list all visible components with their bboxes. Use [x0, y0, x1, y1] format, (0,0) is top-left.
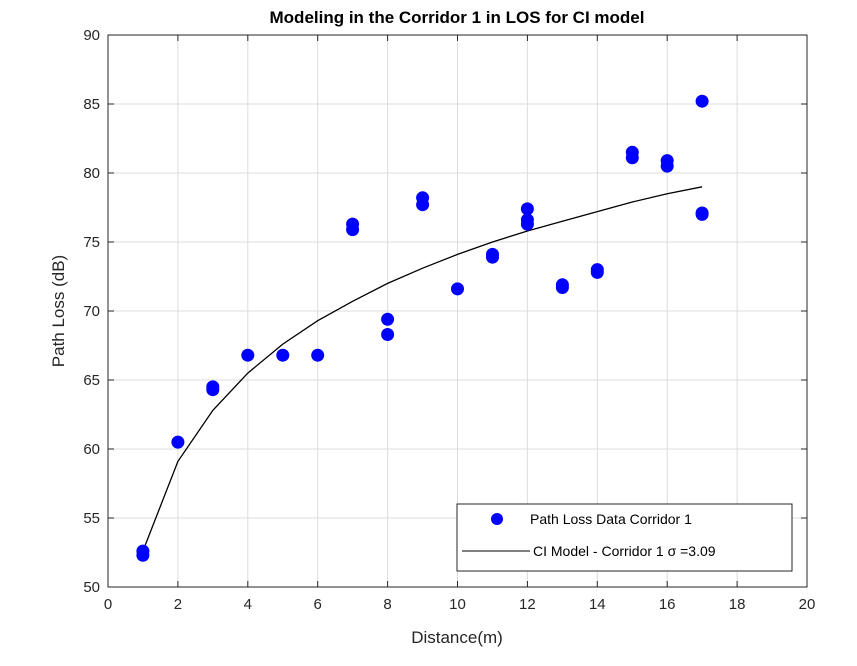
data-point — [695, 206, 709, 220]
y-tick-label: 50 — [83, 579, 100, 596]
data-point — [381, 328, 395, 341]
legend: Path Loss Data Corridor 1 CI Model - Cor… — [456, 503, 793, 572]
ci-model-line — [142, 186, 703, 552]
data-point — [625, 145, 639, 159]
plot-frame — [107, 34, 808, 588]
x-tick-label: 10 — [449, 596, 466, 613]
data-point — [520, 213, 534, 227]
x-tick-label: 18 — [729, 596, 746, 613]
y-tick-label: 80 — [83, 165, 100, 182]
data-point — [346, 217, 360, 231]
x-tick-label: 14 — [589, 596, 606, 613]
data-point — [241, 348, 255, 362]
model-line-layer — [142, 186, 703, 552]
data-point — [416, 191, 430, 205]
data-point — [311, 348, 325, 362]
data-point-layer — [136, 94, 709, 562]
x-tick-label: 16 — [659, 596, 676, 613]
y-tick-label: 60 — [83, 441, 100, 458]
x-tick-label: 0 — [104, 596, 112, 613]
data-point — [276, 348, 290, 362]
x-axis-label: Distance(m) — [411, 628, 503, 647]
data-point — [171, 435, 185, 449]
legend-box — [456, 503, 793, 572]
y-axis-label: Path Loss (dB) — [49, 255, 68, 367]
x-tick-label: 20 — [799, 596, 816, 613]
data-point — [381, 312, 395, 326]
x-tick-label: 12 — [519, 596, 536, 613]
data-point — [206, 380, 220, 394]
data-point — [695, 94, 709, 108]
x-tick-label: 8 — [383, 596, 391, 613]
x-tick-labels: 0 2 4 6 8 10 12 14 16 18 20 — [104, 596, 816, 613]
y-tick-label: 75 — [83, 234, 100, 251]
x-tick-label: 4 — [244, 596, 252, 613]
y-tick-label: 55 — [83, 510, 100, 527]
data-point — [590, 263, 604, 277]
y-tick-label: 90 — [83, 27, 100, 44]
legend-label-data: Path Loss Data Corridor 1 — [530, 511, 692, 527]
x-tick-label: 6 — [314, 596, 322, 613]
data-point — [520, 202, 534, 216]
x-tick-label: 2 — [174, 596, 182, 613]
y-tick-label: 70 — [83, 303, 100, 320]
data-point — [486, 247, 499, 261]
chart-title: Modeling in the Corridor 1 in LOS for CI… — [270, 8, 645, 27]
y-tick-label: 65 — [83, 372, 100, 389]
data-point — [451, 282, 464, 296]
y-tick-label: 85 — [83, 96, 100, 113]
y-tick-labels: 50 55 60 65 70 75 80 85 90 — [83, 27, 100, 596]
data-point — [136, 544, 150, 558]
legend-label-model: CI Model - Corridor 1 σ =3.09 — [533, 543, 716, 559]
legend-marker-data — [491, 513, 503, 525]
data-point — [555, 278, 569, 292]
data-point — [660, 154, 674, 168]
